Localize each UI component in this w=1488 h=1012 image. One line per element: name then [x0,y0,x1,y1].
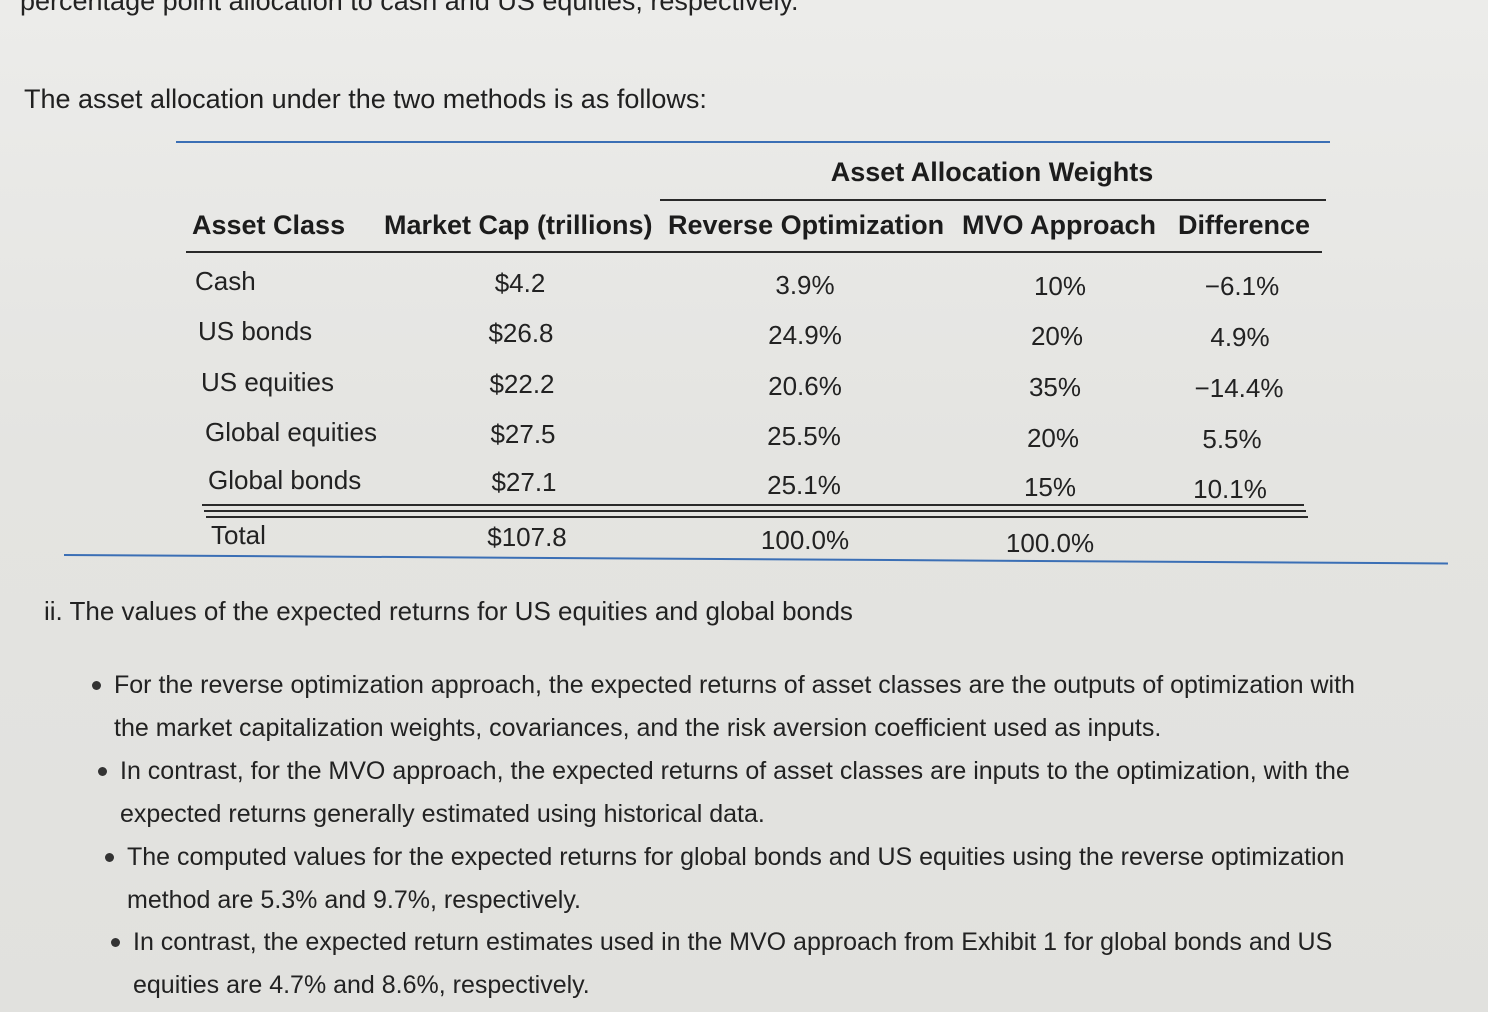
bullet-line-2: the market capitalization weights, covar… [114,714,1162,742]
col-header-mvo-approach: MVO Approach [962,210,1157,240]
bullet-icon [105,853,114,862]
cell-difference: 5.5% [1202,424,1262,454]
header-rule [186,251,1322,253]
cell-reverse-opt: 3.9% [775,270,835,300]
total-rule-third [206,516,1308,518]
cell-market-cap: $26.8 [488,318,554,348]
total-rule-upper [202,504,1304,506]
col-header-asset-class: Asset Class [192,210,346,240]
bullet-line-2: expected returns generally estimated usi… [120,800,765,828]
cell-mvo: 20% [1026,423,1080,453]
cell-mvo: 10% [1033,271,1087,301]
cell-market-cap: $27.5 [490,419,556,449]
cell-difference: 10.1% [1193,474,1267,504]
cell-mvo: 35% [1028,372,1082,402]
list-item: The computed values for the expected ret… [105,836,1427,922]
cell-difference: −14.4% [1194,373,1284,403]
section-heading: ii. The values of the expected returns f… [44,596,853,626]
cell-mvo: 15% [1023,472,1077,502]
cell-market-cap: $27.1 [491,467,557,497]
bullet-icon [98,767,107,776]
group-header: Asset Allocation Weights [830,157,1154,187]
group-header-underline [660,199,1326,201]
cell-reverse-opt: 24.9% [768,320,842,350]
bullet-icon [92,681,101,690]
col-header-difference: Difference [1178,210,1311,240]
intro-text: The asset allocation under the two metho… [24,84,707,114]
bullet-line-2: equities are 4.7% and 8.6%, respectively… [133,971,590,999]
bullet-line-2: method are 5.3% and 9.7%, respectively. [127,886,581,914]
cell-difference: −6.1% [1204,271,1280,301]
list-item: In contrast, the expected return estimat… [111,921,1433,1007]
table-top-rule [176,141,1330,143]
cell-total-label: Total [211,520,266,550]
cell-mvo: 20% [1030,321,1084,351]
cell-asset-class: Global equities [205,417,377,447]
cell-total-reverse-opt: 100.0% [760,525,850,555]
cell-difference: 4.9% [1210,322,1270,352]
cell-reverse-opt: 20.6% [768,371,842,401]
cell-reverse-opt: 25.1% [767,470,841,500]
cell-market-cap: $22.2 [489,369,555,399]
bullet-line-1: The computed values for the expected ret… [127,843,1345,871]
bullet-line-1: In contrast, for the MVO approach, the e… [120,757,1350,785]
cell-reverse-opt: 25.5% [767,421,841,451]
col-header-market-cap: Market Cap (trillions) [384,210,653,240]
cell-asset-class: Cash [195,266,256,296]
cell-asset-class: US equities [201,367,334,397]
list-item: For the reverse optimization approach, t… [92,664,1414,750]
cell-total-market-cap: $107.8 [487,522,567,552]
bullet-line-1: In contrast, the expected return estimat… [133,928,1333,956]
cell-asset-class: Global bonds [208,465,362,495]
cell-asset-class: US bonds [198,316,313,346]
cell-market-cap: $4.2 [494,268,546,298]
clipped-previous-text: percentage point allocation to cash and … [20,0,799,16]
cell-total-mvo: 100.0% [1005,528,1095,558]
list-item: In contrast, for the MVO approach, the e… [98,750,1420,836]
bullet-icon [111,938,120,947]
col-header-reverse-optimization: Reverse Optimization [668,210,945,240]
bullet-line-1: For the reverse optimization approach, t… [114,671,1355,699]
total-rule-lower [204,510,1306,512]
